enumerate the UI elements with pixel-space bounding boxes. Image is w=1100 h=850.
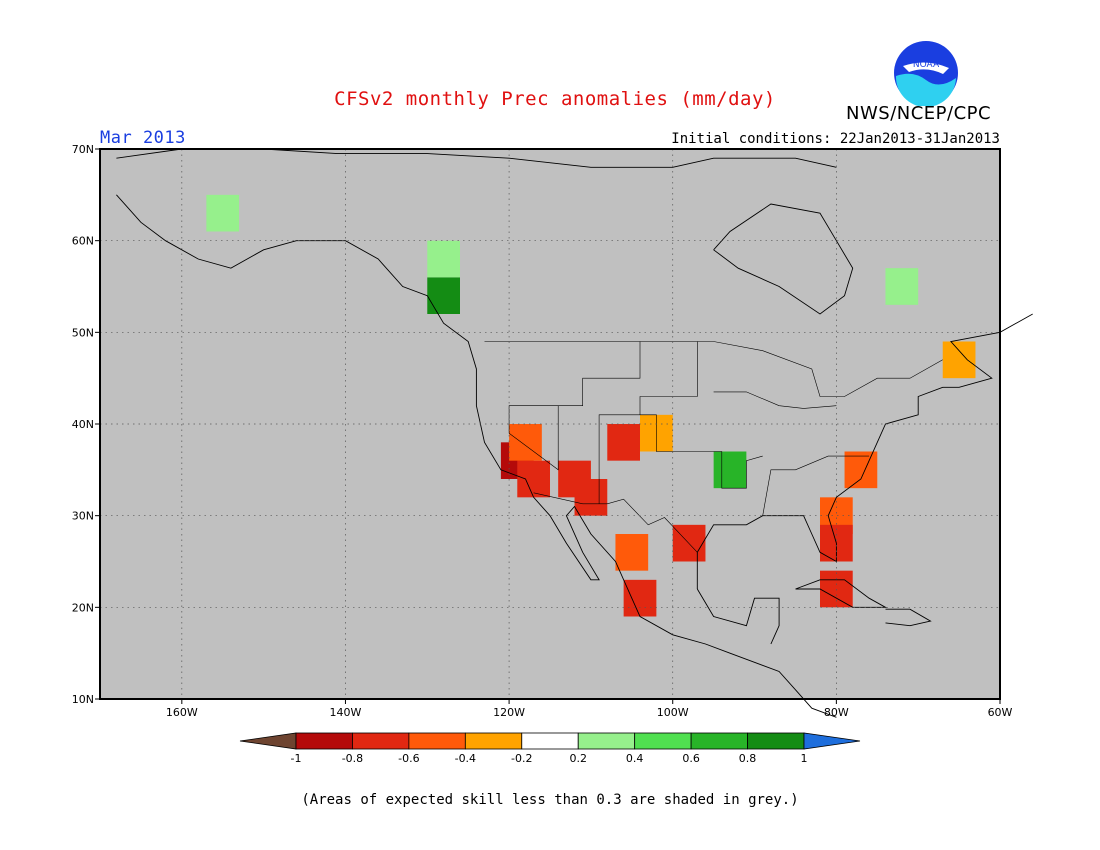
anomaly-cell bbox=[844, 451, 878, 489]
lat-tick-label: 40N bbox=[72, 418, 94, 431]
colorbar-tick-label: 0.6 bbox=[682, 752, 700, 765]
initial-conditions: Initial conditions: 22Jan2013-31Jan2013 bbox=[671, 131, 1000, 147]
colorbar-tick-label: -1 bbox=[291, 752, 302, 765]
anomaly-cell bbox=[607, 424, 640, 461]
anomaly-cell bbox=[427, 277, 460, 314]
colorbar-arrow-high bbox=[803, 732, 861, 750]
lat-tick-label: 70N bbox=[72, 143, 94, 156]
political-border bbox=[598, 414, 763, 504]
political-border bbox=[508, 341, 641, 471]
anomaly-cell bbox=[509, 424, 542, 461]
map-title: CFSv2 monthly Prec anomalies (mm/day) bbox=[334, 88, 776, 110]
anomaly-cells bbox=[206, 194, 976, 617]
lon-tick-label: 100W bbox=[657, 706, 689, 719]
lat-tick-label: 20N bbox=[72, 601, 94, 614]
noaa-logo-icon: NOAA bbox=[894, 41, 958, 106]
lon-tick-label: 80W bbox=[824, 706, 849, 719]
anomaly-cell bbox=[942, 341, 976, 379]
political-border bbox=[639, 341, 698, 415]
colorbar-tick-label: 0.2 bbox=[569, 752, 587, 765]
axis-ticks: 70N 60N 50N 40N 30N 20N 10N 160W 140W 120W 100W 80W… bbox=[72, 143, 1013, 719]
colorbar-tick-label: 1 bbox=[801, 752, 808, 765]
colorbar-tick-label: -0.6 bbox=[398, 752, 419, 765]
logo-text: NOAA bbox=[913, 60, 940, 70]
lon-tick-label: 60W bbox=[988, 706, 1013, 719]
colorbar-segment bbox=[295, 732, 353, 750]
lon-tick-label: 140W bbox=[330, 706, 362, 719]
colorbar: -1 -0.8 -0.6 -0.4 -0.2 0.2 0.4 0.6 0.8 1 bbox=[239, 732, 861, 765]
anomaly-cell bbox=[885, 268, 919, 305]
lat-tick-label: 60N bbox=[72, 235, 94, 248]
lon-tick-label: 160W bbox=[166, 706, 198, 719]
lat-tick-label: 50N bbox=[72, 326, 94, 339]
political-border bbox=[533, 492, 698, 553]
colorbar-segment bbox=[521, 732, 579, 750]
anomaly-cell bbox=[517, 460, 550, 498]
lat-tick-label: 10N bbox=[72, 693, 94, 706]
anomaly-cell bbox=[574, 479, 608, 516]
colorbar-segment bbox=[408, 732, 466, 750]
colorbar-segment bbox=[352, 732, 410, 750]
colorbar-tick-label: 0.4 bbox=[626, 752, 644, 765]
organization-label: NWS/NCEP/CPC bbox=[846, 103, 992, 124]
colorbar-arrow-low bbox=[239, 732, 297, 750]
coastline bbox=[795, 579, 888, 608]
lon-tick-label: 120W bbox=[493, 706, 525, 719]
political-border bbox=[762, 455, 870, 516]
coastline bbox=[696, 588, 780, 645]
lat-tick-label: 30N bbox=[72, 510, 94, 523]
skill-footnote: (Areas of expected skill less than 0.3 a… bbox=[301, 792, 799, 808]
colorbar-segment bbox=[634, 732, 692, 750]
colorbar-segment bbox=[577, 732, 636, 750]
coastline bbox=[713, 203, 854, 315]
colorbar-tick-label: -0.4 bbox=[455, 752, 476, 765]
anomaly-cell bbox=[206, 194, 240, 232]
colorbar-segment bbox=[747, 732, 805, 750]
political-border bbox=[484, 341, 943, 397]
colorbar-segment bbox=[464, 732, 523, 750]
anomaly-cell bbox=[615, 534, 649, 571]
colorbar-tick-label: -0.8 bbox=[342, 752, 363, 765]
political-border bbox=[713, 391, 837, 409]
coastline bbox=[885, 608, 932, 627]
anomaly-cell bbox=[623, 579, 657, 617]
forecast-period: Mar 2013 bbox=[100, 128, 186, 148]
colorbar-tick-label: -0.2 bbox=[511, 752, 532, 765]
colorbar-tick-label: 0.8 bbox=[739, 752, 757, 765]
anomaly-cell bbox=[427, 240, 460, 278]
colorbar-segment bbox=[690, 732, 748, 750]
anomaly-cell bbox=[713, 451, 747, 489]
